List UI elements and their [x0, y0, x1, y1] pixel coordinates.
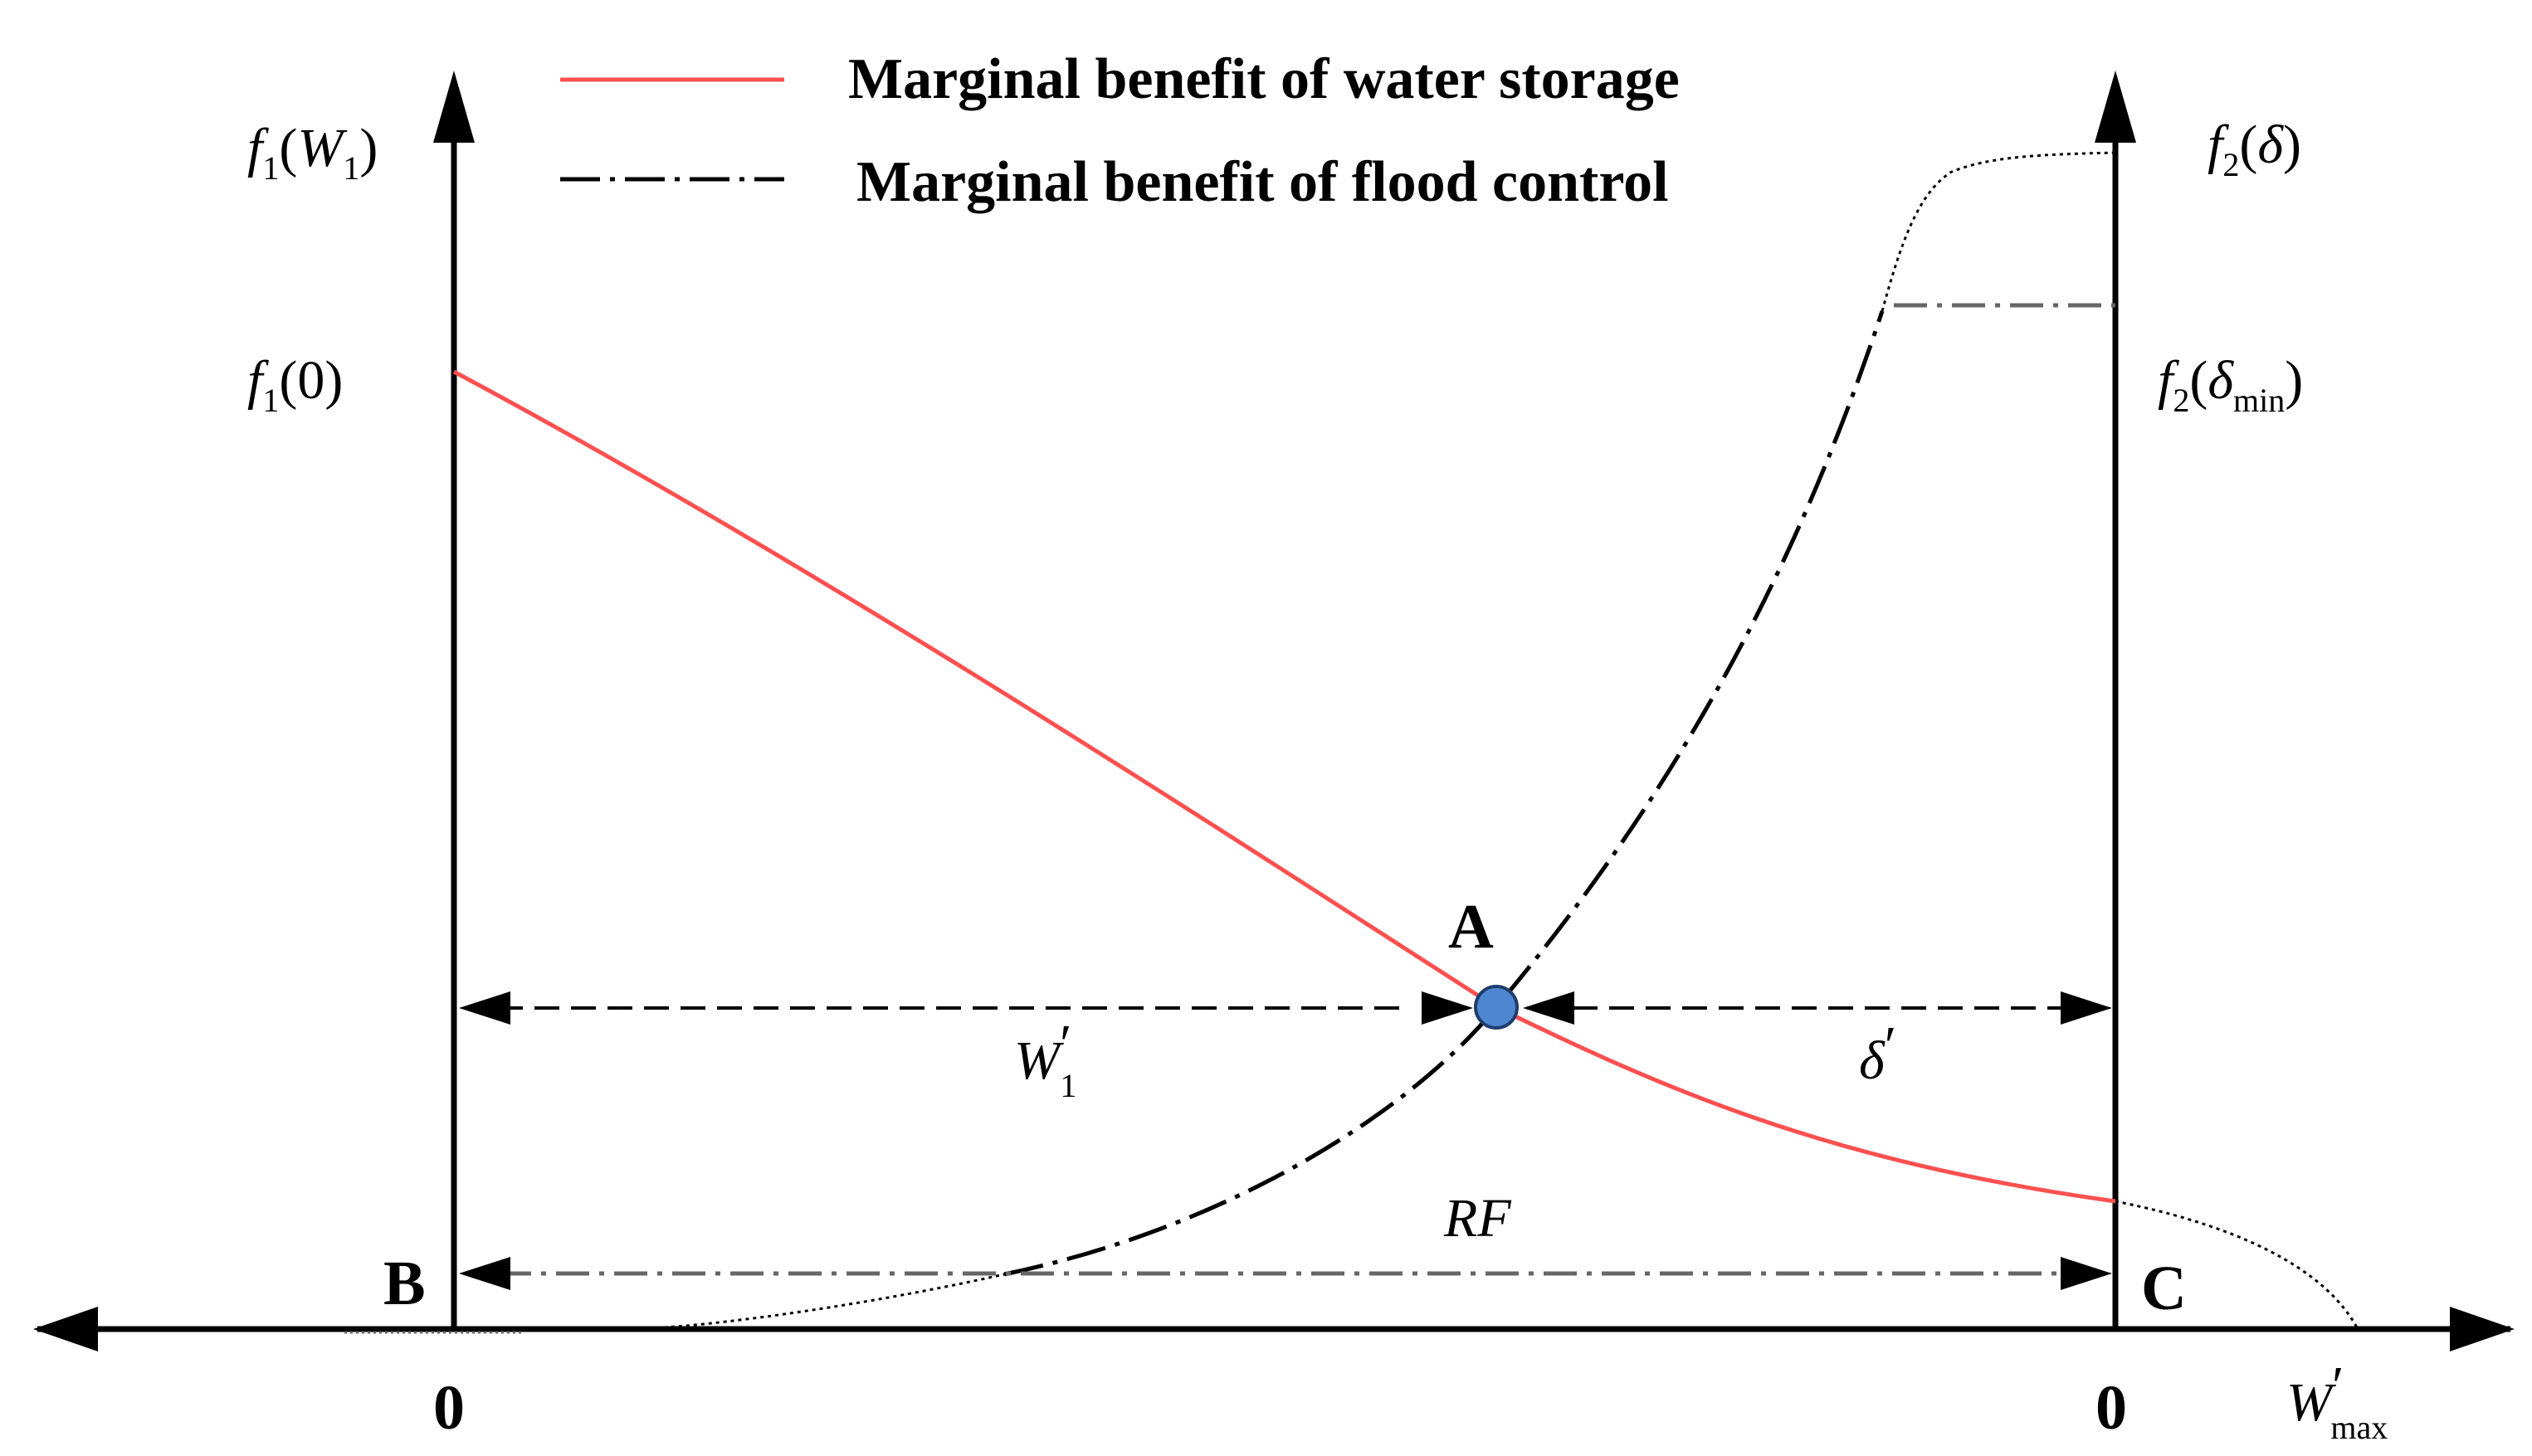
rf-dimension [459, 1257, 2112, 1290]
legend-water-storage-label: Marginal benefit of water storage [848, 47, 1680, 111]
delta-prime-label: δ′ [1859, 1015, 1896, 1091]
point-c-label: C [2141, 1254, 2187, 1323]
point-a-label: A [1448, 892, 1494, 962]
axes [33, 71, 2515, 1351]
flood-control-upper-dotted [1881, 151, 2116, 312]
guides [344, 303, 2115, 1334]
rf-right-arrow [2061, 1257, 2112, 1290]
w1-prime-label: W′ 1 [1014, 1014, 1076, 1104]
right-vertical-axis-arrow [2095, 71, 2136, 143]
flood-control-curve [1003, 310, 1885, 1277]
water-storage-tail-dotted [2115, 1200, 2359, 1328]
flood-control-lower-dotted [663, 1273, 1005, 1329]
left-zero-label: 0 [433, 1373, 465, 1443]
dotted-extensions [663, 151, 2359, 1329]
w1-prime-left-arrow [459, 991, 510, 1025]
f2-delta-label: f2(δ) [2208, 114, 2301, 183]
point-b-label: B [383, 1249, 426, 1318]
delta-prime-left-arrow [1523, 991, 1574, 1025]
right-zero-label: 0 [2095, 1373, 2127, 1443]
w-max-prime-label: W′ max [2286, 1356, 2388, 1446]
horizontal-axis-right-arrow [2450, 1307, 2515, 1351]
water-storage-curve [452, 369, 2116, 1204]
legend-flood-control-label: Marginal benefit of flood control [856, 150, 1669, 214]
left-vertical-axis-arrow [433, 71, 475, 143]
rf-left-arrow [459, 1257, 510, 1290]
f1-0-label: f1(0) [247, 350, 343, 419]
w1-prime-right-arrow [1422, 991, 1473, 1025]
point-a-marker [1474, 985, 1519, 1030]
delta-prime-right-arrow [2061, 991, 2112, 1025]
horizontal-axis-left-arrow [33, 1307, 98, 1351]
f1-w1-label: f1(W1) [247, 118, 378, 187]
f2-delta-min-label: f2(δmin) [2158, 350, 2303, 419]
dimension-lines-a [459, 991, 2112, 1025]
legend: Marginal benefit of water storage Margin… [560, 47, 1680, 214]
rf-label: RF [1443, 1188, 1511, 1249]
